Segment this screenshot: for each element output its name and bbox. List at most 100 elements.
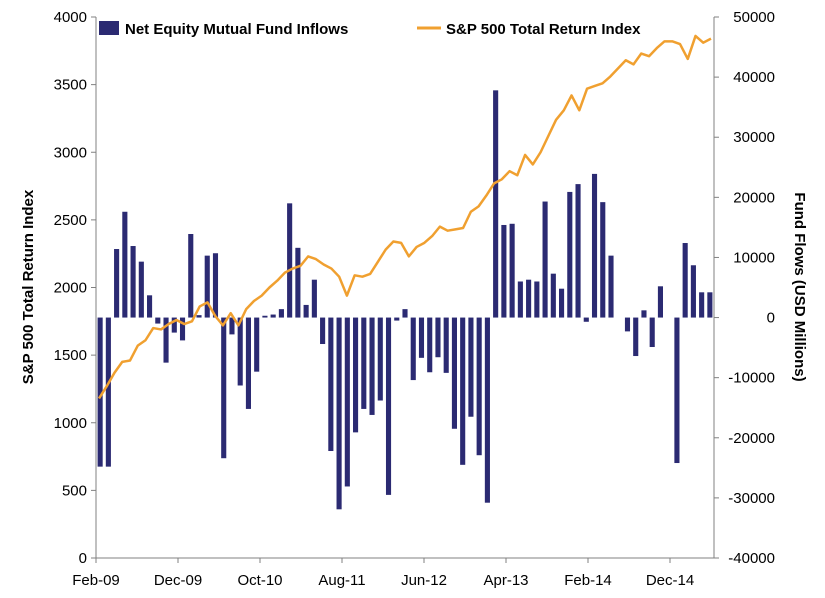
bar [130,246,136,318]
bar [262,315,268,318]
bar [344,317,350,487]
x-tick-label: Aug-11 [318,572,365,589]
bar [237,317,243,386]
bar [509,223,515,318]
bar-series [97,90,713,510]
bar [171,317,177,333]
bar [674,317,680,464]
bar [583,317,589,322]
right-tick-label: -40000 [728,550,775,567]
bar [361,317,367,409]
left-tick-label: 0 [79,550,87,567]
bar [542,201,548,318]
left-axis-title: S&P 500 Total Return Index [20,189,37,384]
x-tick-label: Dec-09 [154,572,202,589]
bar [633,317,639,357]
bar [105,317,111,467]
right-tick-label: 10000 [733,249,775,266]
bar [212,253,219,318]
bar [328,317,334,452]
bar [451,317,457,429]
x-tick-label: Apr-13 [483,572,528,589]
bar [591,173,598,318]
bar [567,191,573,318]
left-tick-label: 2000 [54,280,87,297]
right-axis-title: Fund Flows (USD Millions) [791,192,808,381]
right-tick-label: 40000 [733,69,775,86]
left-tick-label: 2500 [54,212,87,229]
x-tick-label: Feb-09 [72,572,120,589]
bar [254,317,260,372]
bar [147,295,153,318]
bar [517,281,523,318]
bar [501,224,507,318]
bar [287,203,293,318]
bar [707,292,713,318]
x-tick-label: Oct-10 [237,572,282,589]
bar [526,279,532,318]
legend-label-bars: Net Equity Mutual Fund Inflows [125,21,348,38]
bar [559,288,565,318]
right-tick-label: 20000 [733,189,775,206]
left-tick-label: 500 [62,482,87,499]
line-series [97,34,712,400]
legend: Net Equity Mutual Fund Inflows S&P 500 T… [99,21,641,38]
bar [410,317,416,381]
bar [657,286,663,318]
bar [699,292,705,318]
bar [320,317,326,345]
left-tick-label: 3500 [54,77,87,94]
right-tick-label: 30000 [733,129,775,146]
bar [138,261,144,318]
bar [385,317,392,495]
legend-swatch-bars [99,21,119,35]
bar [394,317,400,321]
bar [443,317,449,373]
left-tick-label: 1500 [54,347,87,364]
left-tick-label: 1000 [54,415,87,432]
bar [155,317,161,324]
bar [484,317,490,503]
left-axis-ticks: 0 500 1000 1500 2000 2500 3000 3500 4000 [54,9,96,567]
plot-area [97,34,713,510]
x-tick-label: Feb-14 [564,572,612,589]
bar [493,90,499,318]
right-tick-label: -10000 [728,370,775,387]
x-tick-label: Jun-12 [401,572,447,589]
bar [377,317,383,401]
bar [163,317,169,363]
bar [624,317,631,332]
bar [179,317,186,341]
bar [600,202,606,318]
bar [245,317,251,409]
bar [468,317,474,417]
bar [575,184,581,318]
right-tick-label: 50000 [733,9,775,26]
left-tick-label: 3000 [54,144,87,161]
bar [97,317,103,467]
bar [221,317,227,459]
bar [649,317,655,348]
bar [295,247,301,318]
bar [460,317,466,465]
bar [336,317,342,510]
bar [427,317,433,373]
bar [278,309,284,318]
bar [353,317,359,433]
bar [435,317,441,358]
bar [682,243,688,318]
bar [534,281,540,318]
bar [196,315,202,318]
bar [303,304,309,318]
bar [229,317,235,335]
right-tick-label: -20000 [728,430,775,447]
x-axis-ticks: Feb-09 Dec-09 Oct-10 Aug-11 Jun-12 Apr-13 Feb-… [72,558,694,589]
bar [311,279,317,318]
right-tick-label: 0 [767,310,775,327]
bar [690,265,696,318]
bar [204,255,210,318]
bar [122,211,128,318]
bar [641,310,647,318]
bar [550,273,556,318]
